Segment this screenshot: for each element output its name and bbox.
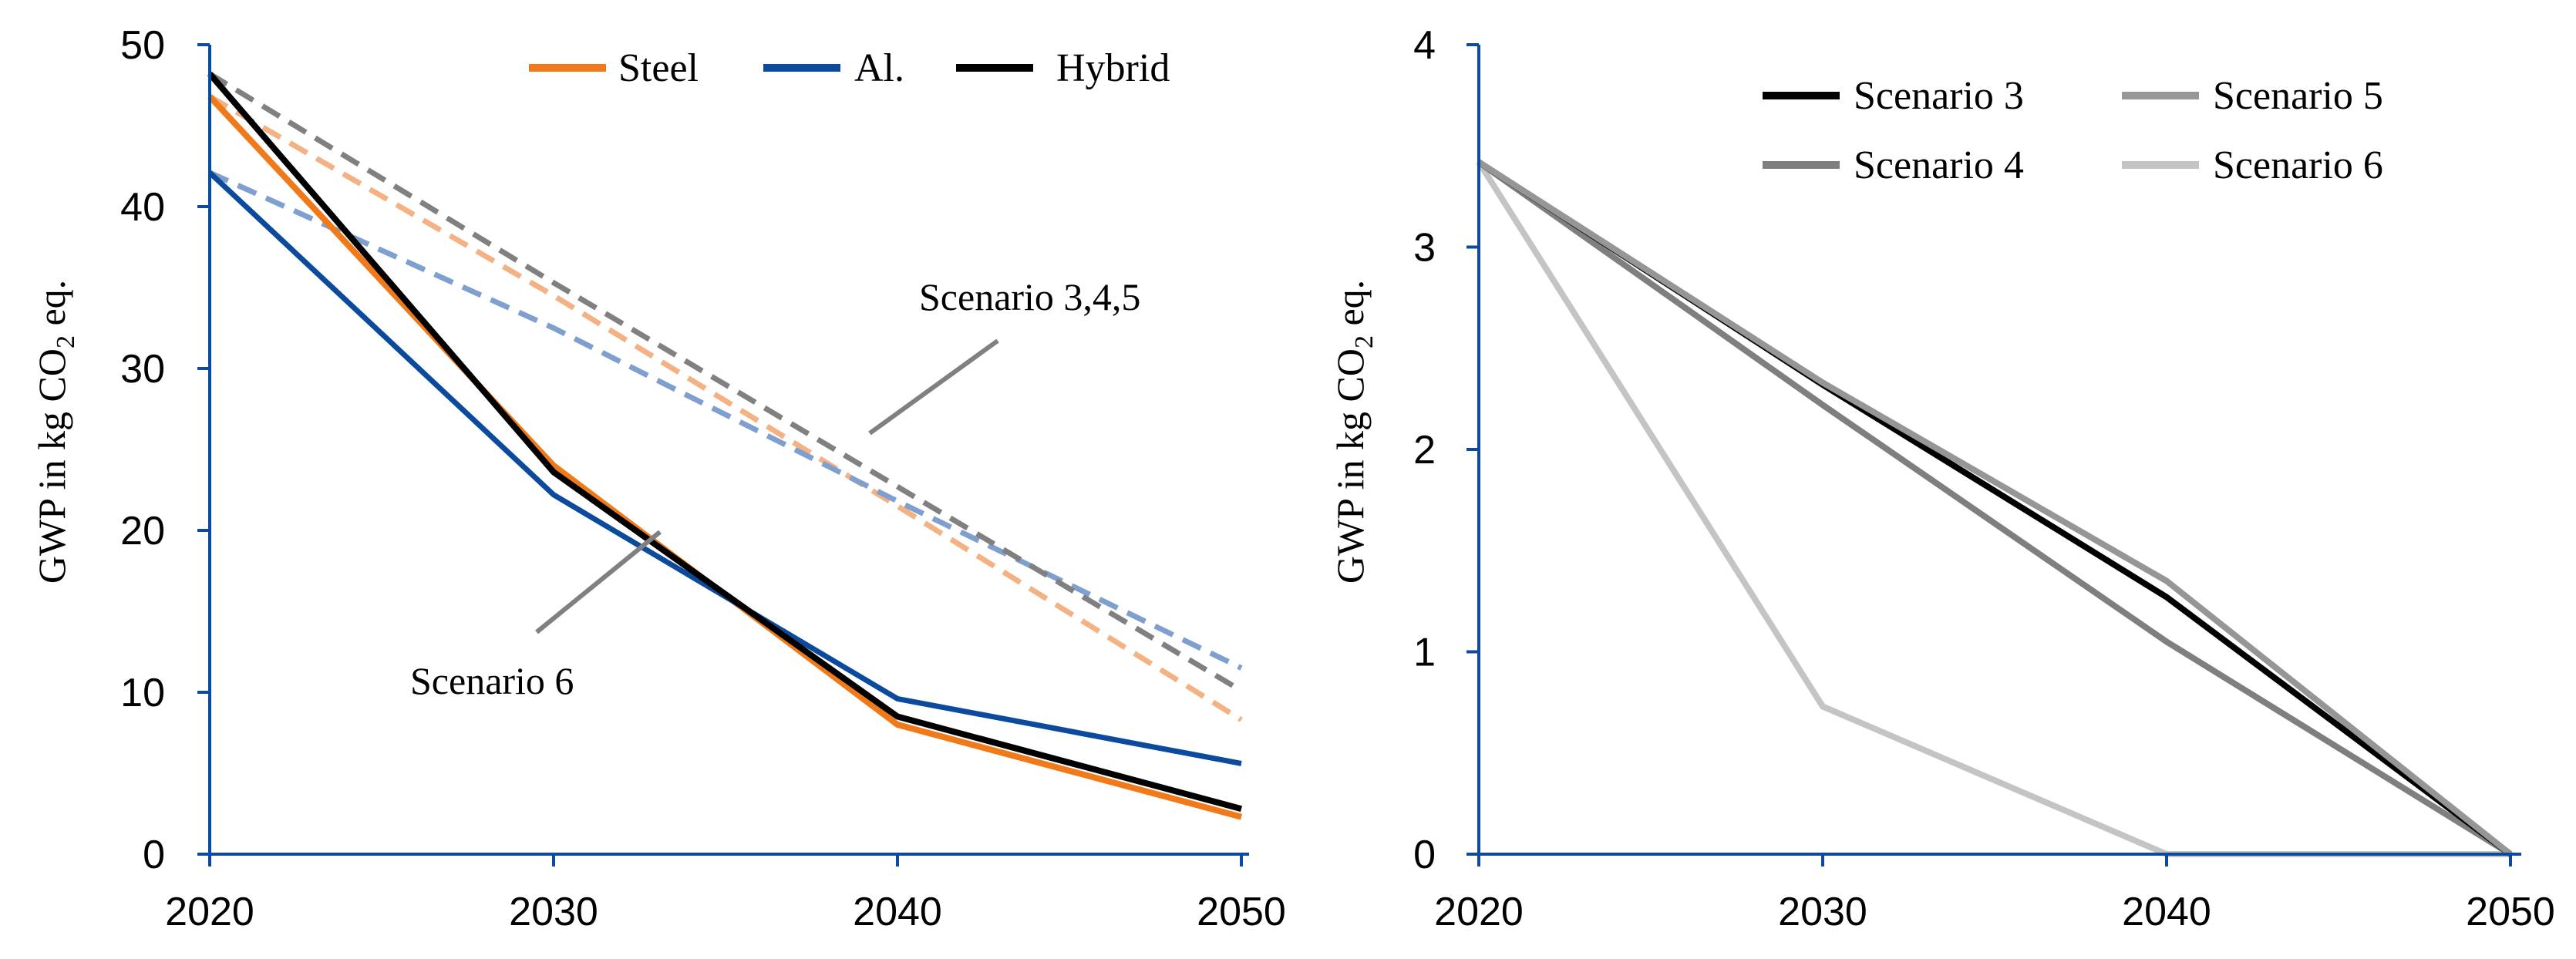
chart-right: GWP in kg CO2 eq. 0 1 2 3 4 xyxy=(1328,23,2555,934)
left-y-tick-label: 50 xyxy=(120,23,165,68)
right-y-tick-label: 4 xyxy=(1413,23,1436,68)
legend-label-hybrid: Hybrid xyxy=(1056,46,1170,90)
right-y-tick-label: 1 xyxy=(1413,631,1436,675)
left-x-tick-label: 2020 xyxy=(165,890,254,934)
left-x-ticks xyxy=(208,854,1243,866)
series-line-steel xyxy=(207,94,1243,820)
left-annotations: Scenario 3,4,5 Scenario 6 xyxy=(410,275,1140,702)
annotation-pointer-scenario-6 xyxy=(535,530,662,634)
left-y-tick-label: 30 xyxy=(120,347,165,392)
series-line-scenario-5 xyxy=(1477,159,2513,857)
legend-label-steel: Steel xyxy=(618,46,699,90)
legend-label-scenario-5: Scenario 5 xyxy=(2213,74,2383,118)
left-y-tick-labels: 0 10 20 30 40 50 xyxy=(120,23,165,877)
annotation-pointer-scenario-345 xyxy=(868,338,999,436)
annotation-scenario-6: Scenario 6 xyxy=(410,659,574,702)
right-x-tick-label: 2050 xyxy=(2466,890,2555,934)
right-y-tick-label: 2 xyxy=(1413,428,1436,473)
series-line-scenario-4 xyxy=(1477,160,2513,857)
right-x-tick-label: 2030 xyxy=(1778,890,1867,934)
left-y-tick-label: 40 xyxy=(120,185,165,230)
series-line-steel-scenario-345 xyxy=(208,94,1243,722)
legend-label-scenario-3: Scenario 3 xyxy=(1854,74,2024,118)
left-x-tick-label: 2030 xyxy=(509,890,598,934)
right-y-axis-title: GWP in kg CO2 eq. xyxy=(1328,280,1379,584)
right-y-tick-label: 0 xyxy=(1413,833,1436,877)
legend-label-scenario-6: Scenario 6 xyxy=(2213,143,2383,187)
series-line-hybrid-scenario-345 xyxy=(208,71,1243,693)
left-series-group xyxy=(207,71,1243,820)
left-y-tick-label: 0 xyxy=(143,833,165,877)
series-line-scenario-3 xyxy=(1477,159,2513,857)
left-y-axis-title: GWP in kg CO2 eq. xyxy=(30,280,80,584)
left-x-tick-label: 2050 xyxy=(1197,890,1286,934)
left-y-ticks xyxy=(197,43,210,856)
right-legend: Scenario 3 Scenario 5 Scenario 4 Scenari… xyxy=(1763,74,2383,187)
right-y-tick-label: 3 xyxy=(1413,226,1436,271)
chart-left: GWP in kg CO2 eq. 0 10 xyxy=(30,23,1286,934)
right-x-tick-label: 2020 xyxy=(1434,890,1524,934)
left-legend: Steel Al. Hybrid xyxy=(529,46,1170,90)
right-y-ticks xyxy=(1466,43,1479,856)
legend-label-scenario-4: Scenario 4 xyxy=(1854,143,2024,187)
left-y-tick-label: 10 xyxy=(120,671,165,715)
right-x-tick-label: 2040 xyxy=(2122,890,2211,934)
right-y-tick-labels: 0 1 2 3 4 xyxy=(1413,23,1436,877)
right-x-tick-labels: 2020 2030 2040 2050 xyxy=(1434,890,2555,934)
left-x-tick-labels: 2020 2030 2040 2050 xyxy=(165,890,1286,934)
left-y-tick-label: 20 xyxy=(120,509,165,554)
series-line-hybrid xyxy=(207,72,1243,813)
legend-label-al: Al. xyxy=(854,46,904,90)
series-line-al-scenario-345 xyxy=(208,170,1243,671)
right-series-group xyxy=(1476,159,2513,857)
right-x-ticks xyxy=(1477,854,2512,866)
annotation-scenario-345: Scenario 3,4,5 xyxy=(919,275,1140,318)
left-x-tick-label: 2040 xyxy=(853,890,942,934)
